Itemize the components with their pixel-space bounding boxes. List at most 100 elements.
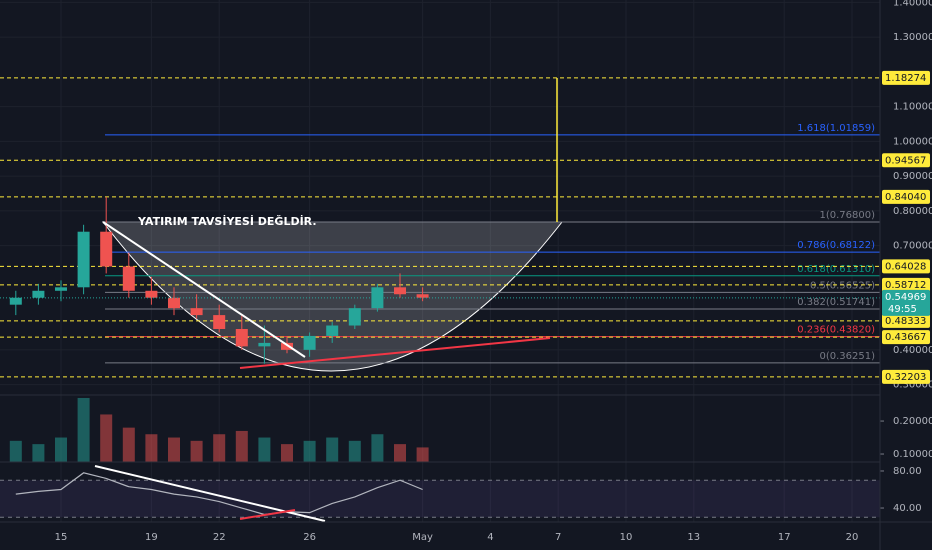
fib-label: 0(0.36251) bbox=[819, 351, 875, 362]
grid bbox=[0, 0, 884, 522]
level-label: 0.48333 bbox=[885, 316, 926, 327]
x-tick-label: 10 bbox=[620, 532, 633, 543]
level-tag bbox=[882, 70, 930, 85]
candle-body bbox=[416, 294, 429, 298]
fib-label: 0.618(0.61310) bbox=[797, 264, 875, 275]
countdown-label: 49:55 bbox=[888, 304, 917, 315]
volume-bar bbox=[168, 437, 180, 462]
level-label: 0.84040 bbox=[885, 192, 926, 203]
volume-tick-label: 0.10000 bbox=[893, 449, 932, 460]
volume-bar bbox=[77, 397, 90, 462]
y-tick-label: 0.70000 bbox=[893, 241, 932, 252]
candle-body bbox=[145, 290, 158, 298]
x-tick-label: 26 bbox=[303, 532, 316, 543]
level-tag bbox=[882, 259, 930, 274]
volume-bar bbox=[122, 427, 135, 462]
candle-body bbox=[348, 308, 361, 326]
candle-body bbox=[122, 266, 135, 291]
candle-body bbox=[32, 290, 45, 298]
annotation: YATIRIM TAVSİYESİ DEĞLDİR. bbox=[137, 214, 317, 228]
volume-bar bbox=[371, 434, 384, 462]
rsi-line bbox=[15, 472, 423, 516]
candle-body bbox=[258, 342, 271, 347]
y-tick-label: 0.80000 bbox=[893, 206, 932, 217]
volume-bar bbox=[303, 440, 316, 462]
volume-tick-label: 0.20000 bbox=[893, 416, 932, 427]
level-label: 0.32203 bbox=[885, 372, 926, 383]
rsi-tick-label: 40.00 bbox=[893, 503, 922, 514]
fib-label: 0.786(0.68122) bbox=[797, 240, 875, 251]
x-tick-label: 15 bbox=[55, 532, 68, 543]
axis: 15 19 22 26 May 4 7 10 13 17 20 1.40000 1.30000 1.100… bbox=[55, 0, 932, 543]
y-tick-label: 1.10000 bbox=[893, 102, 932, 113]
level-tag bbox=[882, 153, 930, 168]
x-tick-label: 19 bbox=[145, 532, 158, 543]
fib-label: 1(0.76800) bbox=[819, 210, 875, 221]
y-tick-label: 1.00000 bbox=[893, 136, 932, 147]
candle-body bbox=[281, 342, 293, 350]
candle-body bbox=[168, 297, 180, 309]
y-tick-label: 0.90000 bbox=[893, 171, 932, 182]
x-tick-label: 7 bbox=[555, 532, 561, 543]
volume-bar bbox=[235, 430, 248, 462]
level-label: 0.58712 bbox=[885, 280, 926, 291]
rsi-band bbox=[0, 480, 880, 518]
x-tick-label: 13 bbox=[687, 532, 700, 543]
volume-bar bbox=[213, 434, 226, 462]
x-tick-label: 22 bbox=[213, 532, 226, 543]
volume-bar bbox=[145, 434, 158, 462]
last-price-tag bbox=[882, 289, 930, 316]
volume-bar bbox=[394, 444, 406, 462]
level-label: 0.64028 bbox=[885, 261, 926, 272]
fib-label: 0.382(0.51741) bbox=[797, 297, 875, 308]
candle-body bbox=[190, 308, 203, 316]
volume-bar bbox=[258, 437, 271, 462]
level-tag bbox=[882, 189, 930, 204]
candle-body bbox=[303, 335, 316, 350]
candle-body bbox=[77, 231, 90, 288]
candle-body bbox=[326, 325, 339, 336]
last-price-label: 0.54969 bbox=[885, 292, 926, 303]
volume-bar bbox=[348, 440, 361, 462]
rsi-support-line bbox=[239, 509, 296, 520]
level-tag bbox=[882, 369, 930, 384]
plot: 1.618(1.01859) 1(0.76800) 0.786(0.68122) 0.… bbox=[0, 77, 880, 516]
volume-bar bbox=[32, 444, 45, 462]
y-tick-label: 0.40000 bbox=[893, 345, 932, 356]
x-tick-label: 20 bbox=[846, 532, 859, 543]
candle-body bbox=[55, 287, 67, 291]
volume-bar bbox=[190, 440, 203, 462]
volume-bar bbox=[416, 447, 429, 462]
fib-label: 0.5(0.56525) bbox=[810, 280, 875, 291]
volume-bar bbox=[326, 437, 339, 462]
level-label: 0.94567 bbox=[885, 155, 926, 166]
volume-bar bbox=[100, 414, 113, 462]
support-line bbox=[239, 337, 551, 369]
cup-pattern bbox=[101, 221, 564, 372]
x-tick-label: 17 bbox=[778, 532, 791, 543]
fib-label: 0.236(0.43820) bbox=[797, 325, 875, 336]
volume-bar bbox=[281, 444, 293, 462]
candle-body bbox=[371, 287, 384, 309]
candle-body bbox=[213, 315, 226, 329]
level-label: 0.43667 bbox=[885, 332, 926, 343]
level-tag bbox=[882, 313, 930, 328]
level-tag bbox=[882, 330, 930, 345]
level-label: 1.18274 bbox=[885, 73, 926, 84]
level-tag bbox=[882, 277, 930, 292]
y-tick-label: 1.30000 bbox=[893, 32, 932, 43]
candle-body bbox=[235, 328, 248, 347]
candle-body bbox=[394, 287, 406, 295]
y-tick-label: 0.30000 bbox=[893, 380, 932, 391]
fib-label: 1.618(1.01859) bbox=[797, 123, 875, 134]
x-tick-label: 4 bbox=[487, 532, 493, 543]
volume-bar bbox=[55, 437, 67, 462]
rsi-tick-label: 80.00 bbox=[893, 466, 922, 477]
trend-line bbox=[102, 221, 306, 358]
volume-bar bbox=[9, 440, 22, 462]
candle-body bbox=[100, 231, 113, 267]
y-tick-label: 1.40000 bbox=[893, 0, 932, 8]
x-tick-label: May bbox=[412, 532, 433, 543]
candle-body bbox=[9, 297, 22, 305]
